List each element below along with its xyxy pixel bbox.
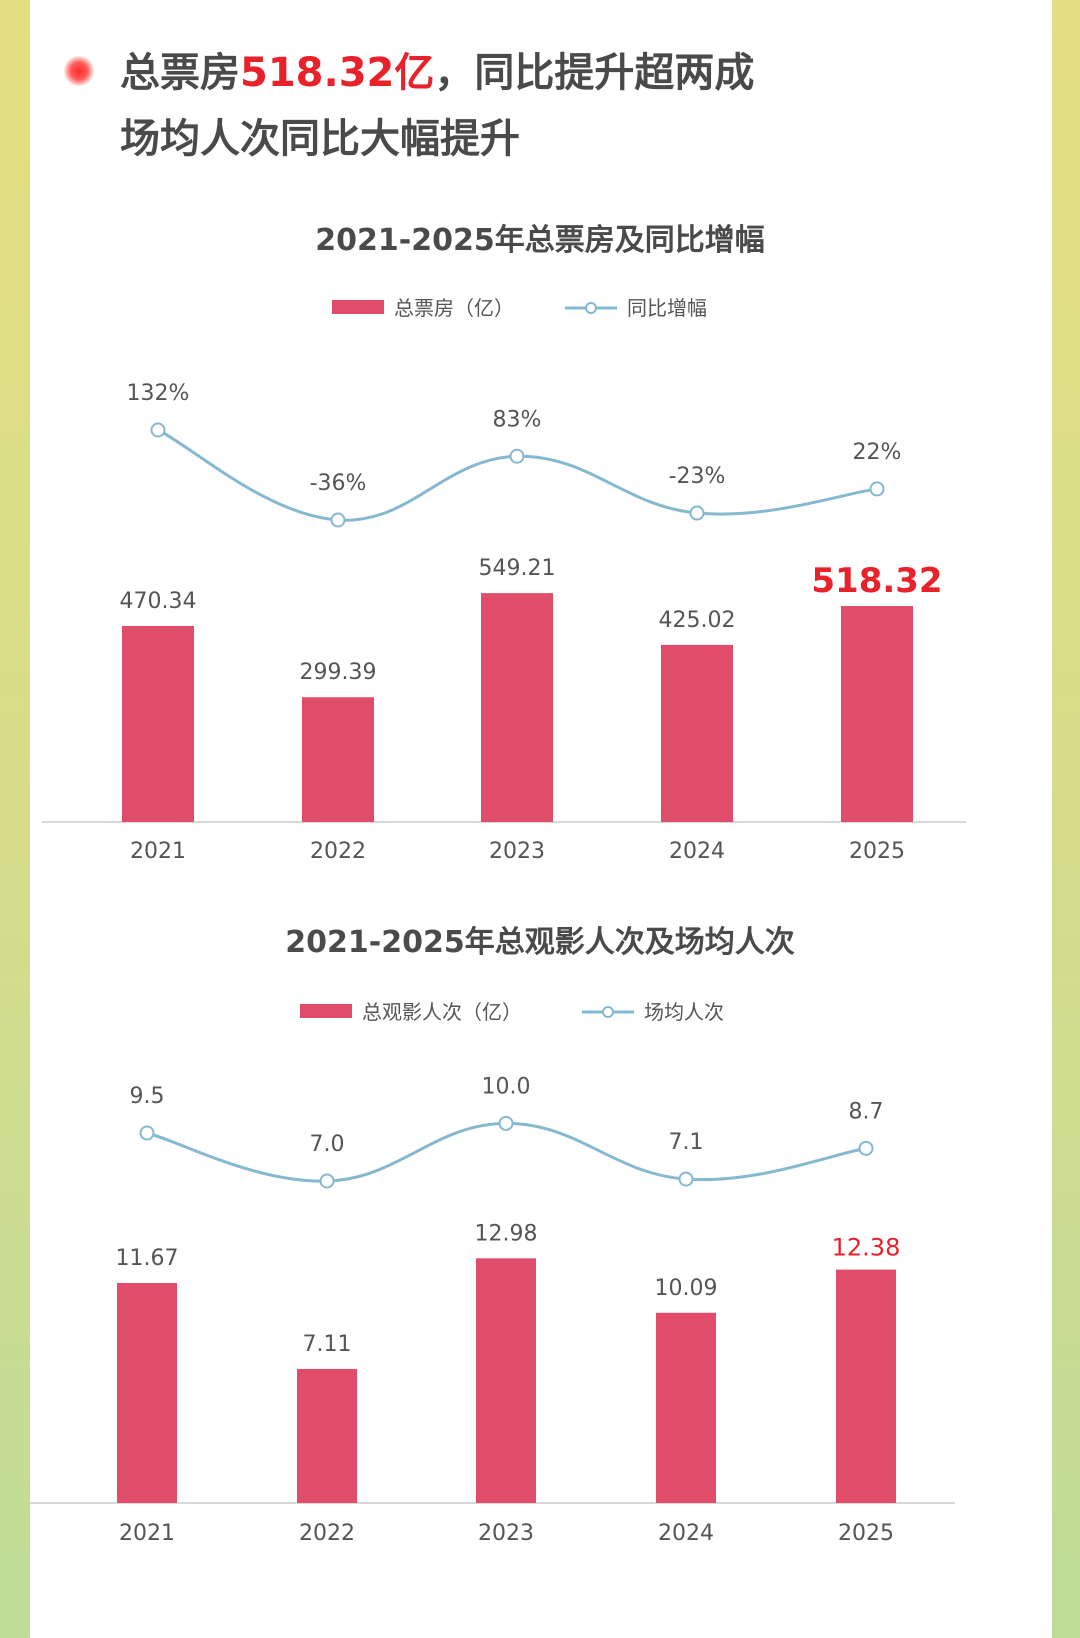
bar-2023 bbox=[481, 593, 553, 822]
line-point-2022 bbox=[319, 1173, 335, 1189]
x-tick-2024: 2024 bbox=[658, 1521, 714, 1546]
line-label-2024: -23% bbox=[669, 464, 726, 489]
bar-label-2025: 518.32 bbox=[811, 561, 942, 601]
line-label-2023: 10.0 bbox=[482, 1074, 531, 1099]
line-point-2022 bbox=[330, 512, 346, 528]
bar-2022 bbox=[302, 697, 374, 822]
x-tick-2023: 2023 bbox=[489, 839, 545, 864]
legend-bar-label: 总观影人次（亿） bbox=[362, 1000, 522, 1024]
bar-2025 bbox=[836, 1269, 896, 1503]
x-tick-2025: 2025 bbox=[849, 839, 905, 864]
legend-line-label: 场均人次 bbox=[644, 1000, 724, 1024]
legend-line-marker bbox=[602, 1006, 614, 1018]
bar-label-2021: 11.67 bbox=[116, 1246, 179, 1271]
bar-label-2023: 12.98 bbox=[475, 1221, 538, 1246]
line-series bbox=[157, 428, 878, 522]
line-label-2022: -36% bbox=[310, 471, 367, 496]
line-label-2025: 8.7 bbox=[849, 1099, 884, 1124]
x-tick-2021: 2021 bbox=[119, 1521, 175, 1546]
line-label-2021: 9.5 bbox=[130, 1084, 165, 1109]
headline-line2: 场均人次同比大幅提升 bbox=[120, 116, 520, 162]
line-label-2025: 22% bbox=[853, 440, 902, 465]
x-tick-2023: 2023 bbox=[478, 1521, 534, 1546]
bar-label-2025: 12.38 bbox=[832, 1234, 901, 1262]
bar-label-2022: 299.39 bbox=[300, 660, 377, 685]
bar-2023 bbox=[476, 1258, 536, 1503]
line-point-2025 bbox=[869, 481, 885, 497]
chart-title: 2021-2025年总票房及同比增幅 bbox=[315, 223, 764, 258]
bar-2024 bbox=[656, 1312, 716, 1503]
bar-2021 bbox=[122, 626, 194, 822]
line-label-2022: 7.0 bbox=[310, 1132, 345, 1157]
line-point-2021 bbox=[139, 1125, 155, 1141]
headline-highlight: 518.32亿 bbox=[240, 50, 435, 96]
x-tick-2025: 2025 bbox=[838, 1521, 894, 1546]
line-point-2024 bbox=[689, 505, 705, 521]
bar-2021 bbox=[117, 1283, 177, 1503]
bar-label-2024: 10.09 bbox=[655, 1276, 718, 1301]
line-point-2023 bbox=[498, 1115, 514, 1131]
line-point-2023 bbox=[509, 448, 525, 464]
legend-bar-swatch bbox=[300, 1004, 352, 1018]
bar-2022 bbox=[297, 1368, 357, 1503]
bar-2025 bbox=[841, 606, 913, 822]
chart-title: 2021-2025年总观影人次及场均人次 bbox=[285, 925, 794, 960]
legend-line-label: 同比增幅 bbox=[627, 296, 707, 320]
legend-bar-swatch bbox=[332, 300, 384, 314]
line-point-2024 bbox=[678, 1171, 694, 1187]
x-tick-2024: 2024 bbox=[669, 839, 725, 864]
legend-line-marker bbox=[585, 302, 597, 314]
headline: 总票房518.32亿，同比提升超两成 场均人次同比大幅提升 bbox=[120, 40, 754, 172]
headline-prefix: 总票房 bbox=[120, 50, 240, 96]
line-label-2021: 132% bbox=[127, 381, 190, 406]
bar-label-2023: 549.21 bbox=[479, 556, 556, 581]
line-series bbox=[146, 1121, 867, 1183]
bar-label-2022: 7.11 bbox=[303, 1332, 352, 1357]
x-tick-2022: 2022 bbox=[310, 839, 366, 864]
x-tick-2022: 2022 bbox=[299, 1521, 355, 1546]
legend-bar-label: 总票房（亿） bbox=[394, 296, 514, 320]
line-label-2023: 83% bbox=[493, 407, 542, 432]
bar-label-2021: 470.34 bbox=[120, 589, 197, 614]
line-point-2021 bbox=[150, 422, 166, 438]
line-label-2024: 7.1 bbox=[669, 1130, 704, 1155]
bar-2024 bbox=[661, 644, 733, 822]
bullet-dot-icon bbox=[64, 56, 94, 86]
headline-suffix: ，同比提升超两成 bbox=[434, 50, 755, 96]
bar-label-2024: 425.02 bbox=[659, 608, 736, 633]
x-tick-2021: 2021 bbox=[130, 839, 186, 864]
line-point-2025 bbox=[858, 1140, 874, 1156]
